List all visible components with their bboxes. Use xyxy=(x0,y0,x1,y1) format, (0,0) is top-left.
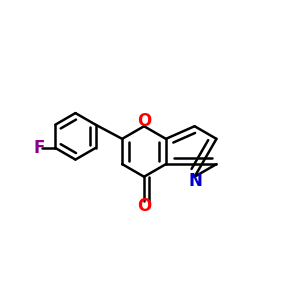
Text: N: N xyxy=(189,172,203,190)
Text: F: F xyxy=(33,139,45,157)
Text: O: O xyxy=(137,197,151,215)
Text: O: O xyxy=(137,112,151,130)
